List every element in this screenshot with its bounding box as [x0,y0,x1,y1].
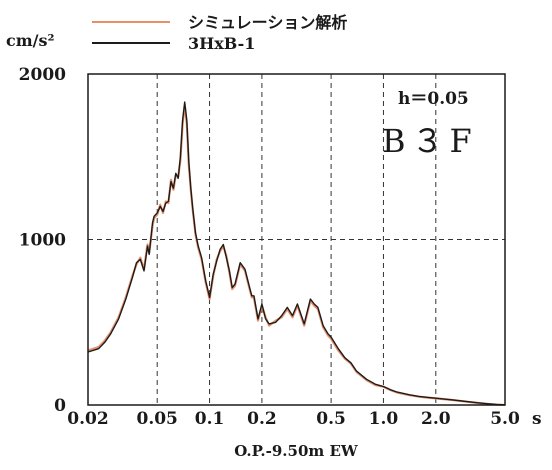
x-end-unit: s [532,409,542,429]
x-tick-label: 0.5 [316,409,346,429]
grid [88,74,505,405]
y-tick-label: 2000 [19,65,66,85]
legend-label-simulation: シミュレーション解析 [188,13,347,32]
series-line-observed [87,101,506,406]
x-tick-label: 5.0 [490,409,520,429]
plot-frame [87,73,506,406]
x-tick-labels: 0.02 0.05 0.1 0.2 0.5 1.0 2.0 5.0 [67,409,520,429]
legend: シミュレーション解析 3HxB-1 [92,13,347,53]
legend-label-observed: 3HxB-1 [188,34,255,53]
series-line-simulation [87,104,506,407]
x-axis-label: O.P.-9.50m EW [234,442,359,460]
damping-annotation: h＝0.05 [398,89,469,109]
y-tick-labels: 0 1000 2000 [19,65,66,416]
floor-annotation: B３F [382,122,478,160]
x-tick-label: 1.0 [369,409,399,429]
y-tick-label: 0 [54,396,66,416]
x-tick-label: 0.1 [195,409,225,429]
x-tick-label: 2.0 [421,409,451,429]
y-unit-label: cm/s² [6,31,55,50]
y-tick-label: 1000 [19,231,66,251]
x-tick-label: 0.05 [136,409,177,429]
x-tick-label: 0.2 [247,409,277,429]
x-tick-label: 0.02 [67,409,108,429]
series-layer [87,101,506,407]
